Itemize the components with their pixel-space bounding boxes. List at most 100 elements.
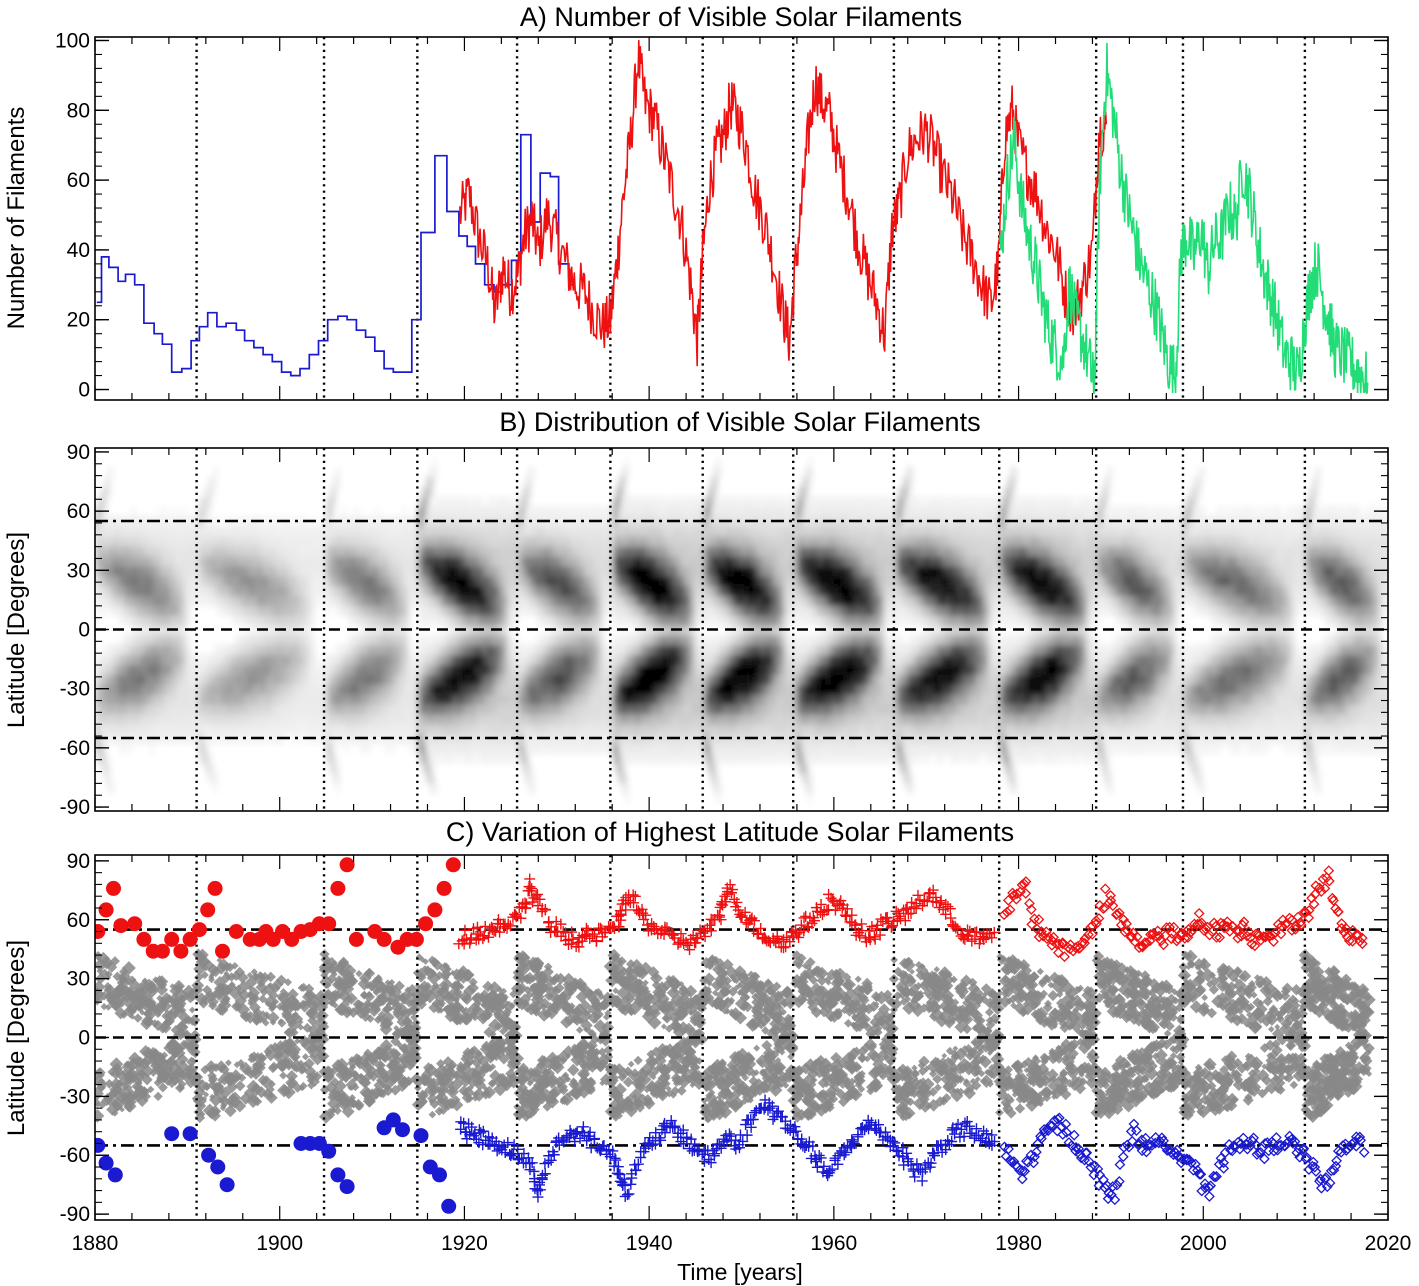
heatmap-cell (594, 703, 599, 715)
heatmap-cell (168, 664, 173, 675)
heatmap-cell (235, 664, 240, 675)
heatmap-cell (402, 713, 407, 725)
heatmap-cell (637, 733, 642, 745)
heatmap-cell (421, 486, 426, 498)
heatmap-cell (131, 654, 136, 666)
heatmap-cell (543, 703, 547, 715)
heatmap-cell (634, 575, 639, 587)
heatmap-cell (564, 644, 569, 656)
heatmap-cell (573, 673, 578, 685)
heatmap-cell (655, 644, 660, 656)
heatmap-cell (457, 535, 462, 547)
heatmap-cell (695, 752, 700, 764)
heatmap-cell (360, 683, 365, 695)
heatmap-cell (494, 604, 499, 616)
heatmap-cell (110, 673, 115, 685)
heatmap-cell (430, 683, 435, 695)
heatmap-cell (512, 703, 517, 715)
heatmap-cell (149, 555, 154, 567)
heatmap-cell (323, 585, 328, 597)
heatmap-cell (396, 614, 401, 626)
heatmap-cell (582, 713, 587, 725)
heatmap-cell (207, 506, 212, 518)
heatmap-cell (664, 565, 669, 577)
heatmap-cell (555, 644, 560, 656)
heatmap-cell (555, 575, 560, 587)
heatmap-cell (363, 654, 368, 666)
heatmap-cell (594, 723, 599, 735)
heatmap-cell (640, 525, 645, 537)
heatmap-cell (546, 506, 551, 518)
heatmap-cell (488, 693, 493, 705)
heatmap-cell (430, 595, 435, 606)
heatmap-cell (277, 703, 282, 715)
heatmap-cell (280, 545, 285, 557)
heatmap-cell (119, 525, 124, 537)
heatmap-cell (503, 644, 508, 656)
heatmap-cell (128, 723, 133, 735)
heatmap-cell (384, 545, 389, 557)
heatmap-cell (655, 525, 660, 537)
heatmap-cell (363, 683, 368, 695)
heatmap-cell (171, 525, 176, 537)
heatmap-cell (296, 525, 301, 537)
heatmap-cell (265, 595, 270, 606)
heatmap-cell (375, 703, 380, 715)
heatmap-cell (576, 742, 581, 754)
heatmap-cell (567, 585, 572, 597)
heatmap-cell (497, 752, 502, 764)
heatmap-cell (408, 555, 413, 567)
heatmap-cell (476, 496, 480, 508)
heatmap-cell (253, 595, 258, 606)
heatmap-cell (698, 693, 703, 705)
heatmap-cell (268, 664, 273, 675)
heatmap-cell (412, 703, 416, 715)
heatmap-cell (293, 575, 298, 587)
heatmap-cell (180, 703, 185, 715)
heatmap-cell (101, 693, 106, 705)
heatmap-cell (152, 664, 157, 675)
heatmap-cell (268, 703, 273, 715)
heatmap-cell (460, 713, 465, 725)
heatmap-cell (463, 604, 468, 616)
heatmap-cell (604, 555, 608, 567)
heatmap-cell (564, 565, 569, 577)
heatmap-cell (658, 683, 663, 695)
heatmap-cell (162, 595, 167, 606)
heatmap-cell (686, 673, 691, 685)
heatmap-cell (384, 565, 389, 577)
heatmap-cell (378, 693, 383, 705)
heatmap-cell (134, 545, 139, 557)
heatmap-cell (622, 506, 627, 518)
heatmap-cell (704, 693, 709, 705)
heatmap-cell (198, 693, 203, 705)
heatmap-cell (521, 506, 526, 518)
heatmap-cell (357, 525, 362, 537)
heatmap-cell (503, 565, 508, 577)
heatmap-cell (341, 733, 346, 745)
heatmap-cell (201, 723, 206, 735)
heatmap-cell (366, 644, 371, 656)
heatmap-cell (329, 693, 334, 705)
heatmap-cell (204, 486, 209, 498)
heatmap-cell (320, 683, 325, 695)
heatmap-cell (326, 723, 331, 735)
heatmap-cell (698, 723, 703, 735)
heatmap-cell (671, 654, 675, 666)
heatmap-cell (146, 673, 151, 685)
heatmap-cell (552, 516, 557, 528)
heatmap-cell (308, 604, 313, 616)
heatmap-cell (488, 565, 493, 577)
heatmap-cell (146, 703, 151, 715)
heatmap-cell (512, 585, 517, 597)
heatmap-cell (643, 634, 648, 646)
heatmap-cell (338, 535, 343, 547)
heatmap-cell (329, 683, 334, 695)
heatmap-cell (637, 604, 642, 616)
heatmap-cell (189, 535, 194, 547)
heatmap-cell (527, 476, 532, 488)
heatmap-cell (421, 742, 426, 754)
heatmap-cell (238, 535, 243, 547)
heatmap-cell (305, 703, 310, 715)
heatmap-cell (637, 644, 642, 656)
